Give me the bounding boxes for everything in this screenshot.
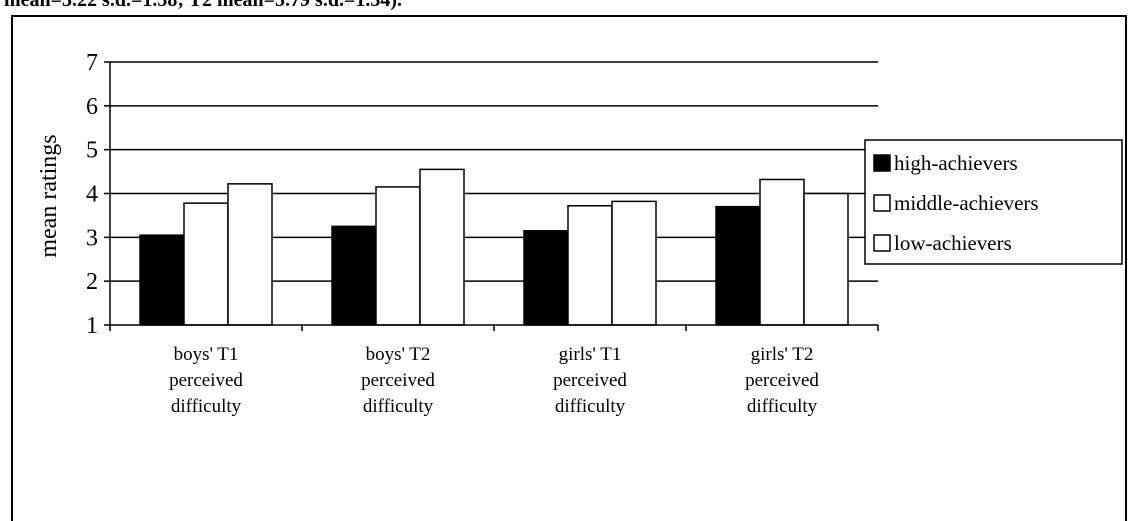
x-tick-label: perceived <box>361 370 435 391</box>
x-tick-labels: boys' T1 perceived difficulty boys' T2 perce… <box>169 344 819 417</box>
y-tick-label: 7 <box>86 50 98 76</box>
y-tick-label: 6 <box>86 94 98 120</box>
x-tick-label: boys' T1 <box>174 344 239 365</box>
legend-label: low-achievers <box>894 231 1012 255</box>
legend-swatch <box>873 154 891 172</box>
y-tick-label: 1 <box>86 313 98 339</box>
legend-box <box>864 139 1123 265</box>
x-tick-label: perceived <box>745 370 819 391</box>
x-tick-label: difficulty <box>747 396 818 417</box>
y-tick-labels: 1 2 3 4 5 6 7 <box>86 50 110 339</box>
bar-low-achievers <box>803 192 849 326</box>
y-tick-label: 3 <box>86 225 98 251</box>
bar-middle-achievers <box>567 205 613 326</box>
y-tick-label: 4 <box>86 182 98 208</box>
x-tick-label: difficulty <box>555 396 626 417</box>
bar-low-achievers <box>227 183 273 326</box>
x-tick-label: girls' T1 <box>559 344 622 365</box>
y-axis-label: mean ratings <box>36 134 62 257</box>
legend-swatch <box>873 194 891 212</box>
x-tick-label: perceived <box>553 370 627 391</box>
x-tick-label: difficulty <box>363 396 434 417</box>
bar-middle-achievers <box>183 202 229 326</box>
clipped-header-text: mean=3.22 s.d.=1.38; T2 mean=3.79 s.d.=1… <box>4 0 402 11</box>
bar-low-achievers <box>419 168 465 326</box>
bar-high-achievers <box>523 230 569 326</box>
x-tick-label: girls' T2 <box>751 344 814 365</box>
legend-swatch <box>873 234 891 252</box>
y-tick-label: 2 <box>86 269 98 295</box>
x-tick-label: boys' T2 <box>366 344 431 365</box>
y-tick-label: 5 <box>86 138 98 164</box>
legend-label: middle-achievers <box>894 191 1039 215</box>
bar-high-achievers <box>331 225 377 326</box>
bar-high-achievers <box>715 205 761 326</box>
legend: high-achievers middle-achievers low-achiev… <box>864 139 1123 265</box>
x-tick-label: difficulty <box>171 396 242 417</box>
bar-high-achievers <box>139 234 185 326</box>
bar-middle-achievers <box>759 178 805 326</box>
legend-label: high-achievers <box>894 151 1018 175</box>
bar-low-achievers <box>611 200 657 326</box>
bar-middle-achievers <box>375 186 421 326</box>
x-tick-label: perceived <box>169 370 243 391</box>
